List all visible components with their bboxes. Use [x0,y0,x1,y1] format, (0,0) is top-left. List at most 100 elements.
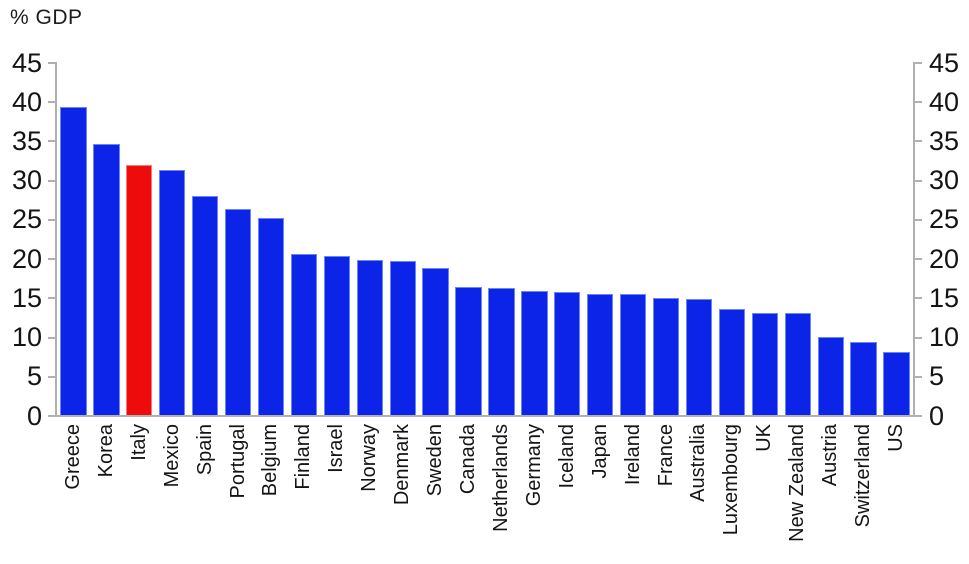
x-label-slot-finland: Finland [287,424,320,542]
x-axis-label-norway: Norway [358,424,381,492]
x-label-slot-ireland: Ireland [617,424,650,542]
x-axis-label-ireland: Ireland [621,424,644,486]
x-axis-label-new-zealand: New Zealand [786,424,809,542]
x-axis-label-sweden: Sweden [424,424,447,497]
chart-title: % GDP [10,6,83,29]
bar-slot-spain [189,63,222,416]
y-tick-left-25 [48,218,56,221]
x-label-slot-iceland: Iceland [551,424,584,542]
y-tick-right-0 [914,415,922,417]
y-axis-label-left-25: 25 [11,204,42,235]
bar-korea [93,143,120,416]
y-axis-label-left-45: 45 [11,47,42,78]
y-tick-left-10 [48,336,56,339]
bar-slot-ireland [617,63,650,416]
x-label-slot-portugal: Portugal [222,424,255,542]
y-tick-right-10 [914,336,922,339]
y-axis-label-right-25: 25 [929,204,960,235]
bar-germany [521,290,548,416]
y-axis-label-right-40: 40 [929,86,960,117]
x-axis-label-greece: Greece [61,424,84,490]
bar-netherlands [488,288,515,416]
y-axis-label-left-30: 30 [11,165,42,196]
x-label-slot-austria: Austria [814,424,847,542]
y-tick-left-5 [48,375,56,378]
y-axis-label-left-20: 20 [11,243,42,274]
x-label-slot-uk: UK [748,424,781,542]
bar-slot-japan [584,63,617,416]
x-axis-label-iceland: Iceland [555,424,578,489]
bar-israel [323,256,350,416]
bar-slot-israel [320,63,353,416]
x-axis-label-us: US [885,424,907,452]
bar-slot-korea [90,63,123,416]
bar-slot-luxembourg [715,63,748,416]
x-axis-label-mexico: Mexico [160,424,183,488]
y-tick-right-15 [914,297,922,300]
x-axis-label-france: France [654,424,677,487]
x-axis-label-korea: Korea [94,424,117,478]
x-label-slot-mexico: Mexico [156,424,189,542]
x-axis-label-italy: Italy [127,424,150,461]
plot-area [57,63,913,416]
x-label-slot-switzerland: Switzerland [847,424,880,542]
bar-japan [587,293,614,416]
y-tick-right-40 [914,101,922,104]
x-label-slot-france: France [650,424,683,542]
bar-france [652,297,680,416]
y-tick-left-35 [48,140,56,143]
x-axis-label-uk: UK [753,424,776,452]
bar-slot-germany [518,63,551,416]
x-axis-label-australia: Australia [687,424,710,502]
x-axis-label-austria: Austria [819,424,842,487]
y-axis-label-right-10: 10 [929,322,960,353]
y-axis-label-right-30: 30 [929,165,960,196]
x-axis-label-germany: Germany [522,424,545,507]
bar-slot-belgium [255,63,288,416]
x-axis-label-switzerland: Switzerland [852,424,875,528]
x-label-slot-norway: Norway [353,424,386,542]
y-axis-right-line [913,62,915,417]
x-label-slot-israel: Israel [320,424,353,542]
bar-slot-mexico [156,63,189,416]
y-tick-left-30 [48,179,56,182]
y-tick-right-45 [914,62,922,64]
y-axis-label-right-20: 20 [929,243,960,274]
x-axis-label-israel: Israel [325,424,348,473]
y-axis-left-line [55,62,57,417]
bar-austria [817,336,844,416]
bar-slot-norway [353,63,386,416]
y-axis-label-left-5: 5 [26,361,42,392]
x-axis-label-spain: Spain [193,424,216,476]
x-label-slot-new-zealand: New Zealand [781,424,814,542]
bar-switzerland [850,342,877,416]
x-label-slot-sweden: Sweden [419,424,452,542]
bar-slot-uk [748,63,781,416]
bar-portugal [224,208,252,416]
x-axis-label-denmark: Denmark [391,424,414,506]
bar-greece [60,106,87,416]
bar-uk [751,312,778,416]
y-axis-label-right-35: 35 [929,125,960,156]
bar-slot-portugal [222,63,255,416]
x-axis-label-portugal: Portugal [226,424,249,499]
y-axis-label-left-40: 40 [11,86,42,117]
y-axis-label-left-35: 35 [11,125,42,156]
bar-mexico [159,169,186,416]
bar-iceland [554,292,581,416]
x-label-slot-luxembourg: Luxembourg [715,424,748,542]
y-tick-right-35 [914,140,922,143]
bar-norway [356,259,383,416]
bar-slot-canada [452,63,485,416]
x-label-slot-australia: Australia [683,424,716,542]
bar-denmark [389,260,416,416]
y-tick-left-40 [48,101,56,104]
y-tick-left-45 [48,62,56,64]
y-axis-label-right-15: 15 [929,282,960,313]
x-axis-labels: Greece Korea Italy Mexico Spain Portugal Belgi… [57,424,913,542]
x-label-slot-canada: Canada [452,424,485,542]
y-axis-label-left-0: 0 [26,400,42,431]
x-axis-label-luxembourg: Luxembourg [720,424,743,536]
y-tick-right-20 [914,258,922,261]
